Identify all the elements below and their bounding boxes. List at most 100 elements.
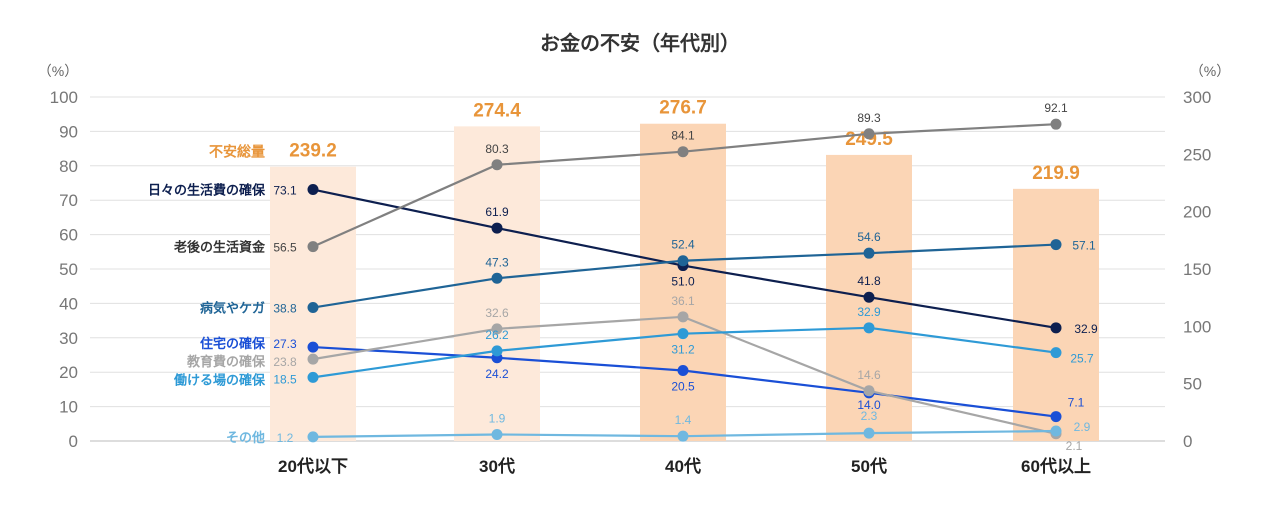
data-label: 84.1 [671, 129, 695, 143]
data-label: 1.4 [675, 413, 692, 427]
series-label: その他 [226, 430, 265, 445]
bar-value-label: 239.2 [289, 141, 337, 162]
bar-value-label: 276.7 [659, 98, 707, 119]
series-label: 病気やケガ [200, 301, 265, 316]
left-axis-unit: （%） [38, 63, 78, 79]
category-label: 60代以上 [1021, 456, 1091, 476]
data-point [491, 159, 503, 171]
data-label: 2.1 [1066, 439, 1083, 453]
left-tick-label: 70 [59, 191, 78, 210]
data-label: 80.3 [485, 142, 509, 156]
data-point [491, 272, 503, 284]
data-point [1050, 425, 1062, 437]
data-label: 92.1 [1044, 101, 1068, 115]
right-tick-label: 0 [1183, 432, 1192, 451]
data-label: 57.1 [1072, 239, 1096, 253]
data-label: 7.1 [1068, 396, 1085, 410]
data-label: 38.8 [273, 302, 297, 316]
data-point [677, 430, 689, 442]
data-label: 14.6 [857, 368, 881, 382]
data-label: 56.5 [273, 241, 297, 255]
data-label: 32.6 [485, 306, 509, 320]
bar-不安総量 [1013, 188, 1099, 441]
right-tick-label: 250 [1183, 145, 1211, 164]
category-label: 30代 [479, 456, 515, 476]
data-point [491, 345, 503, 357]
data-point [1050, 118, 1062, 130]
data-label: 32.9 [1074, 322, 1098, 336]
series-label: 住宅の確保 [200, 336, 266, 351]
data-point [1050, 322, 1062, 334]
data-label: 27.3 [273, 337, 297, 351]
data-point [491, 428, 503, 440]
data-label: 20.5 [671, 379, 695, 393]
left-tick-label: 30 [59, 329, 78, 348]
data-label: 89.3 [857, 111, 881, 125]
data-label: 73.1 [273, 184, 297, 198]
left-tick-label: 60 [59, 226, 78, 245]
data-label: 52.4 [671, 238, 695, 252]
data-point [863, 247, 875, 259]
data-label: 36.1 [671, 294, 695, 308]
right-tick-label: 50 [1183, 375, 1202, 394]
left-tick-label: 40 [59, 294, 78, 313]
data-point [307, 241, 319, 253]
data-point [307, 431, 319, 443]
right-tick-label: 200 [1183, 203, 1211, 222]
left-tick-label: 90 [59, 122, 78, 141]
series-label: 教育費の確保 [186, 354, 266, 369]
left-tick-label: 50 [59, 260, 78, 279]
data-label: 23.8 [273, 355, 297, 369]
chart-title: お金の不安（年代別） [540, 31, 740, 55]
left-tick-label: 20 [59, 363, 78, 382]
data-point [677, 328, 689, 340]
left-tick-label: 80 [59, 157, 78, 176]
data-point [1050, 411, 1062, 423]
data-label: 51.0 [671, 275, 695, 289]
data-label: 31.2 [671, 343, 695, 357]
data-label: 32.9 [857, 305, 881, 319]
series-label: 日々の生活費の確保 [148, 183, 266, 198]
data-label: 24.2 [485, 367, 509, 381]
data-label: 26.2 [485, 328, 509, 342]
data-point [863, 291, 875, 303]
right-tick-label: 150 [1183, 260, 1211, 279]
data-point [677, 255, 689, 267]
left-tick-label: 100 [50, 88, 78, 107]
series-label: 働ける場の確保 [173, 372, 266, 387]
left-tick-label: 10 [59, 398, 78, 417]
data-point [491, 222, 503, 234]
data-label: 2.3 [861, 409, 878, 423]
data-label: 25.7 [1070, 352, 1094, 366]
data-label: 14.0 [857, 398, 881, 412]
data-point [307, 302, 319, 314]
data-label: 1.2 [277, 431, 294, 445]
data-point [677, 311, 689, 323]
data-point [307, 184, 319, 196]
data-point [863, 322, 875, 334]
bar-legend-label: 不安総量 [209, 144, 265, 160]
category-label: 50代 [851, 456, 887, 476]
data-point [863, 427, 875, 439]
data-point [491, 323, 503, 335]
data-label: 54.6 [857, 230, 881, 244]
data-point [863, 385, 875, 397]
series-label: 老後の生活資金 [173, 240, 266, 255]
data-point [307, 353, 319, 365]
data-label: 47.3 [485, 255, 509, 269]
data-label: 1.9 [489, 411, 506, 425]
right-tick-label: 300 [1183, 88, 1211, 107]
data-label: 41.8 [857, 274, 881, 288]
data-point [1050, 347, 1062, 359]
left-tick-label: 0 [69, 432, 78, 451]
bar-value-label: 219.9 [1032, 163, 1080, 184]
data-point [677, 364, 689, 376]
data-label: 18.5 [273, 372, 297, 386]
bar-不安総量 [640, 123, 726, 441]
data-point [1050, 239, 1062, 251]
category-label: 20代以下 [278, 456, 348, 476]
data-point [307, 371, 319, 383]
data-point [863, 128, 875, 140]
